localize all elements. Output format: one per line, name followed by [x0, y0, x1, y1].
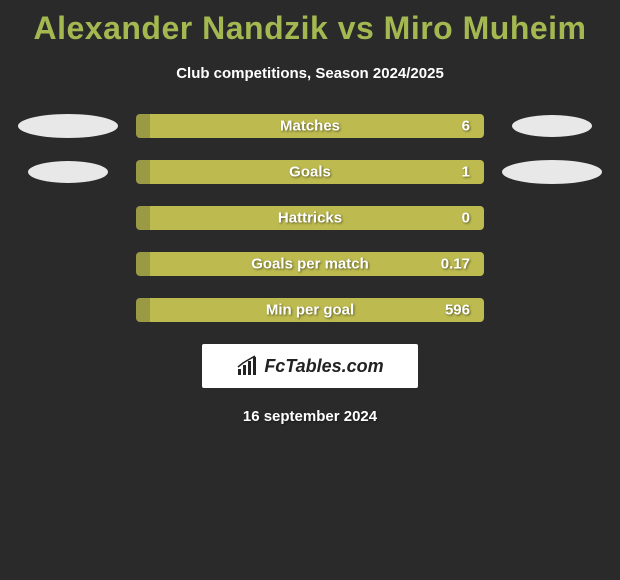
- stat-bar: Goals 1: [136, 160, 484, 184]
- stat-row: Matches 6: [18, 114, 602, 138]
- stat-bar: Min per goal 596: [136, 298, 484, 322]
- ellipse-icon: [18, 114, 118, 138]
- stat-bar-left: [136, 252, 150, 276]
- stat-label: Min per goal: [266, 302, 354, 319]
- ellipse-icon: [502, 160, 602, 184]
- stat-value-right: 6: [462, 118, 470, 135]
- right-player-marker: [502, 160, 602, 184]
- stat-label: Goals: [289, 164, 331, 181]
- stat-row: Min per goal 596: [18, 298, 602, 322]
- stat-bar: Goals per match 0.17: [136, 252, 484, 276]
- subtitle: Club competitions, Season 2024/2025: [0, 65, 620, 82]
- ellipse-icon: [28, 161, 108, 183]
- right-player-marker: [502, 115, 602, 137]
- stat-row: Goals 1: [18, 160, 602, 184]
- stat-label: Goals per match: [251, 256, 369, 273]
- stat-bar-left: [136, 298, 150, 322]
- stat-row: Hattricks 0: [18, 206, 602, 230]
- stat-bar: Hattricks 0: [136, 206, 484, 230]
- stat-bar-left: [136, 160, 150, 184]
- stat-bar-left: [136, 206, 150, 230]
- brand-logo-text: FcTables.com: [264, 356, 383, 377]
- stat-row: Goals per match 0.17: [18, 252, 602, 276]
- stat-label: Hattricks: [278, 210, 342, 227]
- stat-value-right: 0.17: [441, 256, 470, 273]
- chart-icon: [236, 355, 258, 377]
- stat-value-right: 1: [462, 164, 470, 181]
- stat-value-right: 0: [462, 210, 470, 227]
- stat-bar-left: [136, 114, 150, 138]
- stat-label: Matches: [280, 118, 340, 135]
- date-text: 16 september 2024: [0, 408, 620, 425]
- stat-value-right: 596: [445, 302, 470, 319]
- left-player-marker: [18, 114, 118, 138]
- stats-area: Matches 6 Goals 1 Hattricks 0 Goals per match 0…: [0, 114, 620, 322]
- stat-bar: Matches 6: [136, 114, 484, 138]
- page-title: Alexander Nandzik vs Miro Muheim: [0, 0, 620, 47]
- left-player-marker: [18, 161, 118, 183]
- brand-logo: FcTables.com: [202, 344, 418, 388]
- ellipse-icon: [512, 115, 592, 137]
